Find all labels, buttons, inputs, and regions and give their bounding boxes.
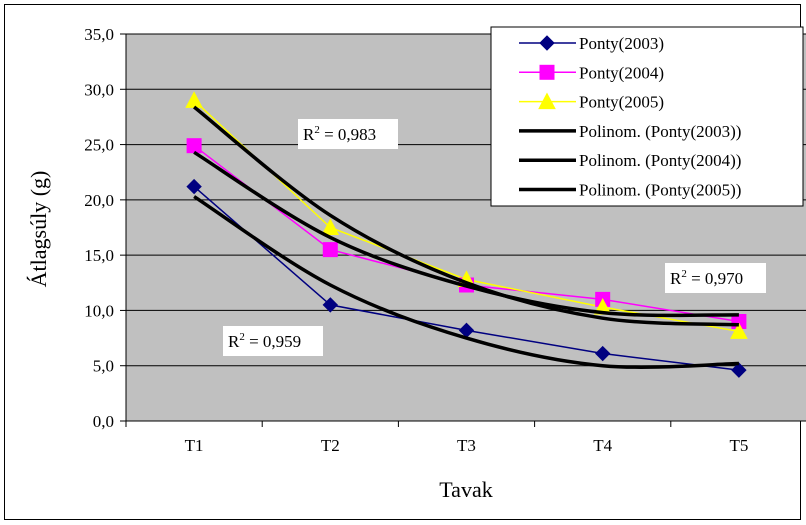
legend-marker bbox=[539, 35, 555, 51]
legend-item: Ponty(2004) bbox=[519, 63, 664, 82]
y-tick-label: 15,0 bbox=[84, 246, 114, 265]
x-tick-label: T1 bbox=[185, 436, 204, 455]
x-tick-label: T5 bbox=[729, 436, 748, 455]
legend-item: Polinom. (Ponty(2003)) bbox=[519, 122, 741, 141]
legend-label: Polinom. (Ponty(2004)) bbox=[579, 151, 741, 170]
trendline-2 bbox=[193, 105, 739, 327]
legend-item: Polinom. (Ponty(2005)) bbox=[519, 181, 741, 200]
legend-item: Polinom. (Ponty(2004)) bbox=[519, 151, 741, 170]
trendline-layer bbox=[193, 105, 739, 369]
svg-text:R2 = 0,983: R2 = 0,983 bbox=[303, 124, 376, 144]
r2-label-0970: R2 = 0,970 bbox=[665, 263, 766, 293]
y-tick-label: 0,0 bbox=[93, 412, 114, 431]
y-tick-label: 25,0 bbox=[84, 136, 114, 155]
y-tick-label: 20,0 bbox=[84, 191, 114, 210]
y-axis-title: Átlagsúly (g) bbox=[26, 171, 51, 288]
data-point bbox=[186, 138, 202, 154]
y-tick-label: 30,0 bbox=[84, 80, 114, 99]
legend-label: Ponty(2005) bbox=[579, 93, 664, 112]
y-tick-label: 35,0 bbox=[84, 25, 114, 44]
data-point bbox=[730, 322, 748, 339]
data-point bbox=[322, 297, 339, 313]
y-tick-labels: 0,0 5,0 10,0 15,0 20,0 25,0 30,0 35,0 bbox=[84, 25, 114, 431]
legend-item: Ponty(2003) bbox=[519, 34, 664, 53]
x-tick-label: T3 bbox=[457, 436, 476, 455]
data-point bbox=[186, 178, 202, 195]
series-layer bbox=[185, 91, 748, 378]
x-axis-title: Tavak bbox=[439, 477, 492, 502]
legend-label: Ponty(2003) bbox=[579, 34, 664, 53]
x-tick-label: T2 bbox=[321, 436, 340, 455]
svg-text:R2 = 0,959: R2 = 0,959 bbox=[228, 331, 301, 351]
y-tick-label: 10,0 bbox=[84, 301, 114, 320]
x-tick-labels: T1 T2 T3 T4 T5 bbox=[185, 436, 749, 455]
legend-item: Ponty(2005) bbox=[519, 92, 664, 112]
r2-label-0983: R2 = 0,983 bbox=[298, 119, 398, 149]
trendline-0 bbox=[193, 195, 739, 369]
svg-text:R2 = 0,970: R2 = 0,970 bbox=[670, 268, 743, 288]
legend-marker bbox=[539, 64, 555, 80]
data-point bbox=[322, 242, 338, 258]
y-tick-label: 5,0 bbox=[93, 357, 114, 376]
x-tick-label: T4 bbox=[593, 436, 612, 455]
data-point bbox=[594, 345, 611, 362]
legend-label: Polinom. (Ponty(2003)) bbox=[579, 122, 741, 141]
data-point bbox=[731, 362, 747, 378]
trendline-1 bbox=[193, 150, 739, 318]
r2-label-0959: R2 = 0,959 bbox=[223, 326, 323, 356]
legend-label: Ponty(2004) bbox=[579, 63, 664, 82]
data-point bbox=[321, 218, 340, 235]
axes bbox=[120, 33, 806, 427]
legend-label: Polinom. (Ponty(2005)) bbox=[579, 181, 741, 200]
r-squared-labels: R2 = 0,983 R2 = 0,970 R2 = 0,959 bbox=[223, 119, 766, 356]
legend-marker bbox=[538, 92, 556, 110]
legend: Ponty(2003) Ponty(2004) Ponty(2005) Polinom… bbox=[490, 26, 804, 207]
